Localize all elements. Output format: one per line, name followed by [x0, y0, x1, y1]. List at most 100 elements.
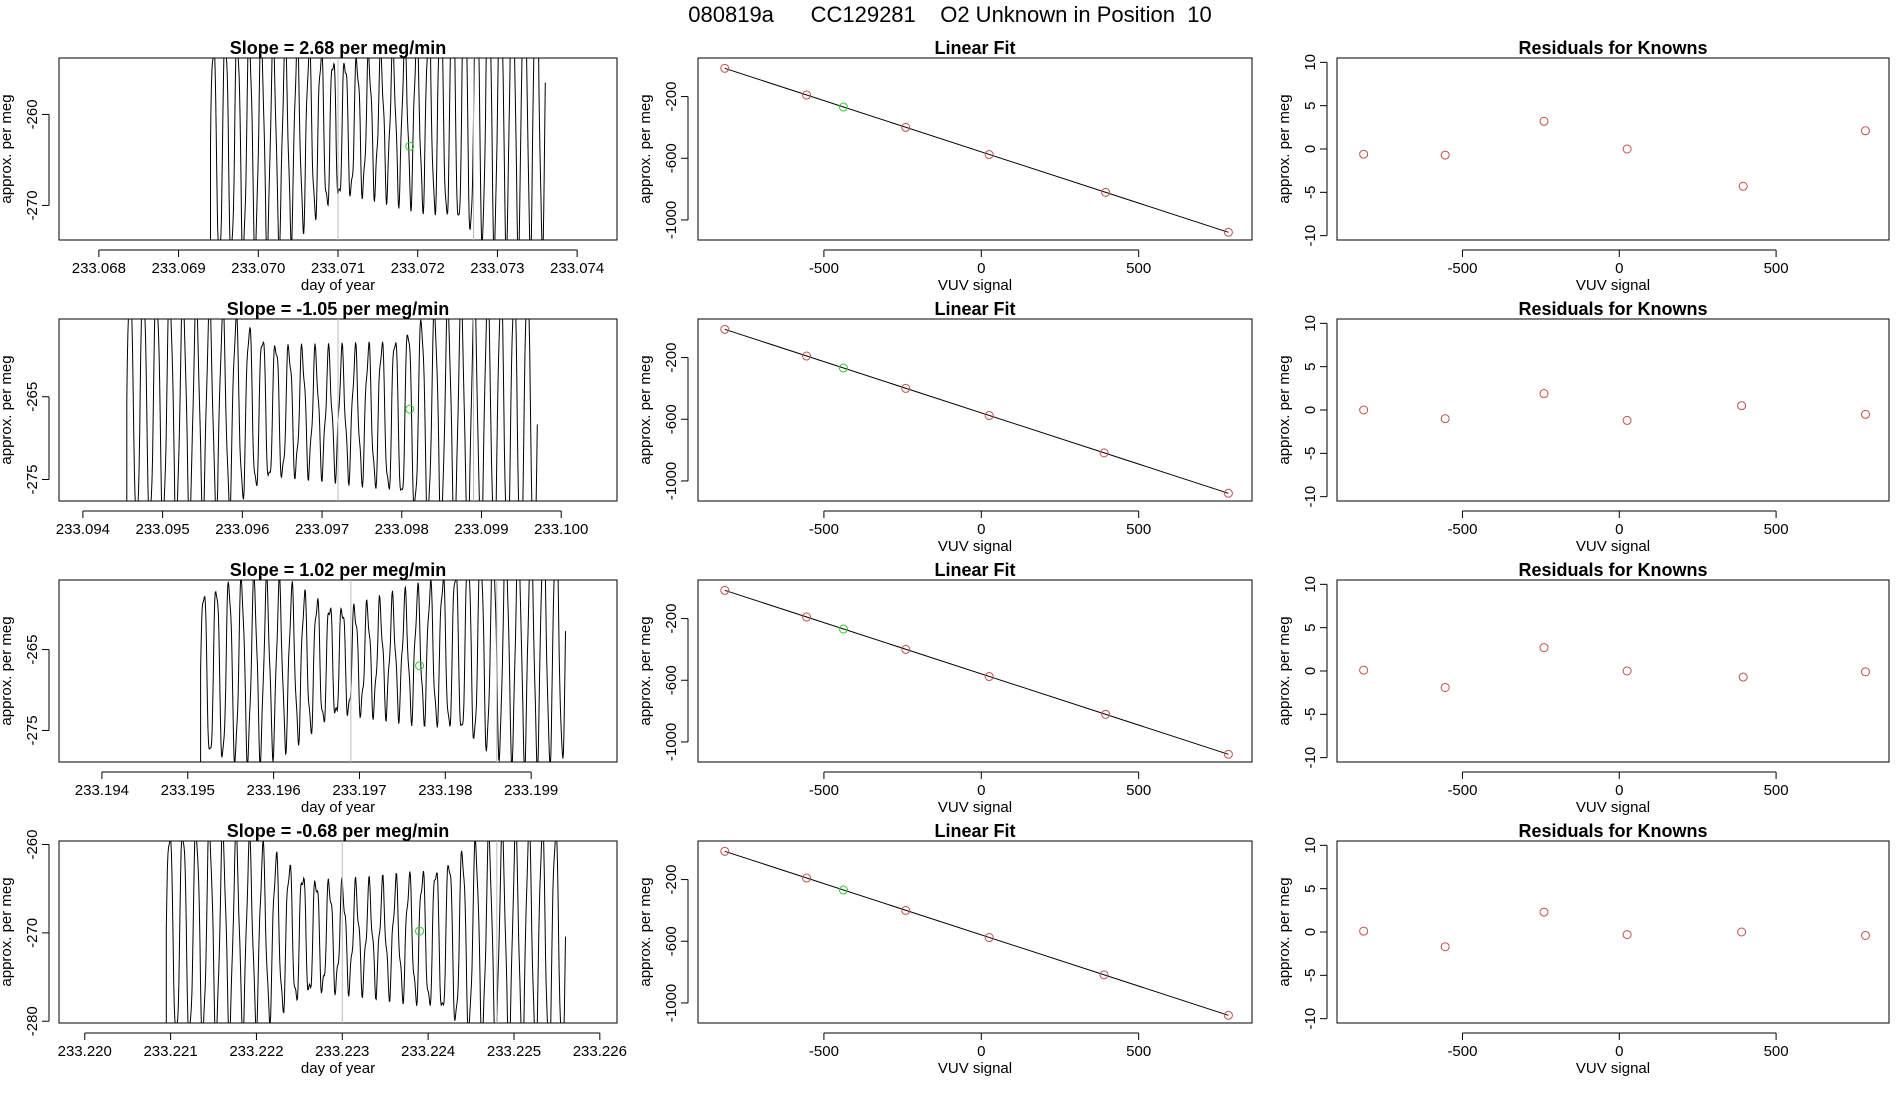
residual-point [1860, 667, 1870, 677]
x-tick-label: 233.097 [295, 521, 349, 538]
residual-point [1359, 405, 1369, 415]
plot-frame [1336, 57, 1890, 241]
known-point [984, 411, 994, 421]
residual-point [1539, 907, 1549, 917]
chart-panel-r2-c3: Residuals for Knowns -500 0 500 VUV signal -1… [1276, 299, 1890, 555]
x-tick-label: 233.195 [161, 782, 215, 799]
y-tick-label: -280 [24, 1006, 41, 1036]
y-tick-label: -600 [663, 404, 680, 434]
residual-point [1539, 389, 1549, 399]
x-tick-label: 233.070 [231, 260, 285, 277]
known-point [802, 351, 812, 361]
unknown-mean-point [415, 661, 425, 671]
x-tick-label: 0 [977, 521, 985, 538]
y-tick-label: -200 [663, 865, 680, 895]
residual-point [1440, 682, 1450, 692]
known-point [984, 933, 994, 943]
chart-title: Slope = -1.05 per meg/min [227, 299, 450, 319]
y-tick-label: -5 [1302, 969, 1319, 982]
residual-point [1860, 930, 1870, 940]
residual-point [1622, 415, 1632, 425]
residual-point [1359, 665, 1369, 675]
y-tick-label: 0 [1302, 145, 1319, 153]
unknown-point [838, 363, 848, 373]
unknown-mean-point [405, 141, 415, 151]
y-axis-label: approx. per meg [1276, 616, 1293, 725]
x-axis-label: day of year [301, 1060, 375, 1077]
x-tick-label: 0 [1615, 1043, 1623, 1060]
chart-panel-r1-c1: Slope = 2.68 per meg/min 233.068 233.069 23… [0, 38, 618, 294]
y-axis-label: approx. per meg [637, 877, 654, 986]
known-point [1101, 709, 1111, 719]
plot-frame [1336, 840, 1890, 1024]
y-tick-label: -260 [24, 99, 41, 129]
plot-frame [697, 579, 1253, 763]
chart-title: Linear Fit [934, 38, 1015, 58]
fit-line [724, 328, 1229, 494]
x-tick-label: 500 [1764, 782, 1789, 799]
y-axis-label: approx. per meg [637, 355, 654, 464]
x-tick-label: 500 [1764, 260, 1789, 277]
chart-title: Residuals for Knowns [1518, 821, 1707, 841]
time-series-trace [178, 58, 546, 240]
chart-title: Linear Fit [934, 821, 1015, 841]
x-tick-label: 233.223 [315, 1043, 369, 1060]
residual-point [1359, 926, 1369, 936]
x-tick-label: 0 [1615, 260, 1623, 277]
x-tick-label: -500 [1447, 521, 1477, 538]
x-tick-label: 233.071 [311, 260, 365, 277]
y-tick-label: -10 [1302, 486, 1319, 508]
x-tick-label: -500 [809, 260, 839, 277]
x-tick-label: 233.095 [136, 521, 190, 538]
y-tick-label: 10 [1302, 54, 1319, 71]
x-tick-label: 0 [977, 782, 985, 799]
plot-frame [697, 57, 1253, 241]
chart-panel-r3-c3: Residuals for Knowns -500 0 500 VUV signal -1… [1276, 560, 1890, 816]
chart-title: Residuals for Knowns [1518, 38, 1707, 58]
x-tick-label: -500 [1447, 1043, 1477, 1060]
x-axis-label: day of year [301, 277, 375, 294]
residual-point [1539, 643, 1549, 653]
known-point [720, 846, 730, 856]
known-point [1223, 488, 1233, 498]
y-tick-label: -275 [24, 464, 41, 494]
known-point [802, 90, 812, 100]
x-tick-label: -500 [1447, 260, 1477, 277]
x-tick-label: 233.100 [534, 521, 588, 538]
x-tick-label: 500 [1126, 1043, 1151, 1060]
plot-frame [697, 318, 1253, 502]
x-tick-label: 233.199 [504, 782, 558, 799]
x-tick-label: 0 [977, 260, 985, 277]
x-axis-label: VUV signal [1576, 799, 1650, 816]
x-tick-label: -500 [809, 782, 839, 799]
residual-point [1622, 666, 1632, 676]
x-tick-label: 233.072 [391, 260, 445, 277]
x-axis-label: VUV signal [938, 799, 1012, 816]
y-axis-label: approx. per meg [1276, 94, 1293, 203]
x-tick-label: 0 [1615, 782, 1623, 799]
unknown-mean-point [405, 404, 415, 414]
y-tick-label: -1000 [663, 201, 680, 239]
y-tick-label: 0 [1302, 406, 1319, 414]
unknown-point [838, 885, 848, 895]
y-axis-label: approx. per meg [0, 94, 15, 203]
x-tick-label: 233.196 [246, 782, 300, 799]
y-tick-label: -5 [1302, 186, 1319, 199]
chart-panel-r2-c2: Linear Fit -500 0 500 VUV signal -200 -600 -100… [637, 299, 1253, 555]
known-point [802, 873, 812, 883]
y-tick-label: -600 [663, 665, 680, 695]
residual-point [1622, 144, 1632, 154]
chart-panel-r4-c1: Slope = -0.68 per meg/min 233.220 233.221 2… [0, 821, 627, 1077]
x-tick-label: 233.224 [401, 1043, 455, 1060]
chart-title: Residuals for Knowns [1518, 299, 1707, 319]
chart-title: Linear Fit [934, 560, 1015, 580]
y-tick-label: 5 [1302, 884, 1319, 892]
time-series-trace [132, 841, 566, 1023]
x-tick-label: 233.073 [470, 260, 524, 277]
x-tick-label: 233.220 [58, 1043, 112, 1060]
known-point [1099, 970, 1109, 980]
chart-panel-r4-c2: Linear Fit -500 0 500 VUV signal -200 -600 -100… [637, 821, 1253, 1077]
y-axis-label: approx. per meg [1276, 355, 1293, 464]
fit-line [724, 589, 1229, 755]
unknown-point [838, 102, 848, 112]
